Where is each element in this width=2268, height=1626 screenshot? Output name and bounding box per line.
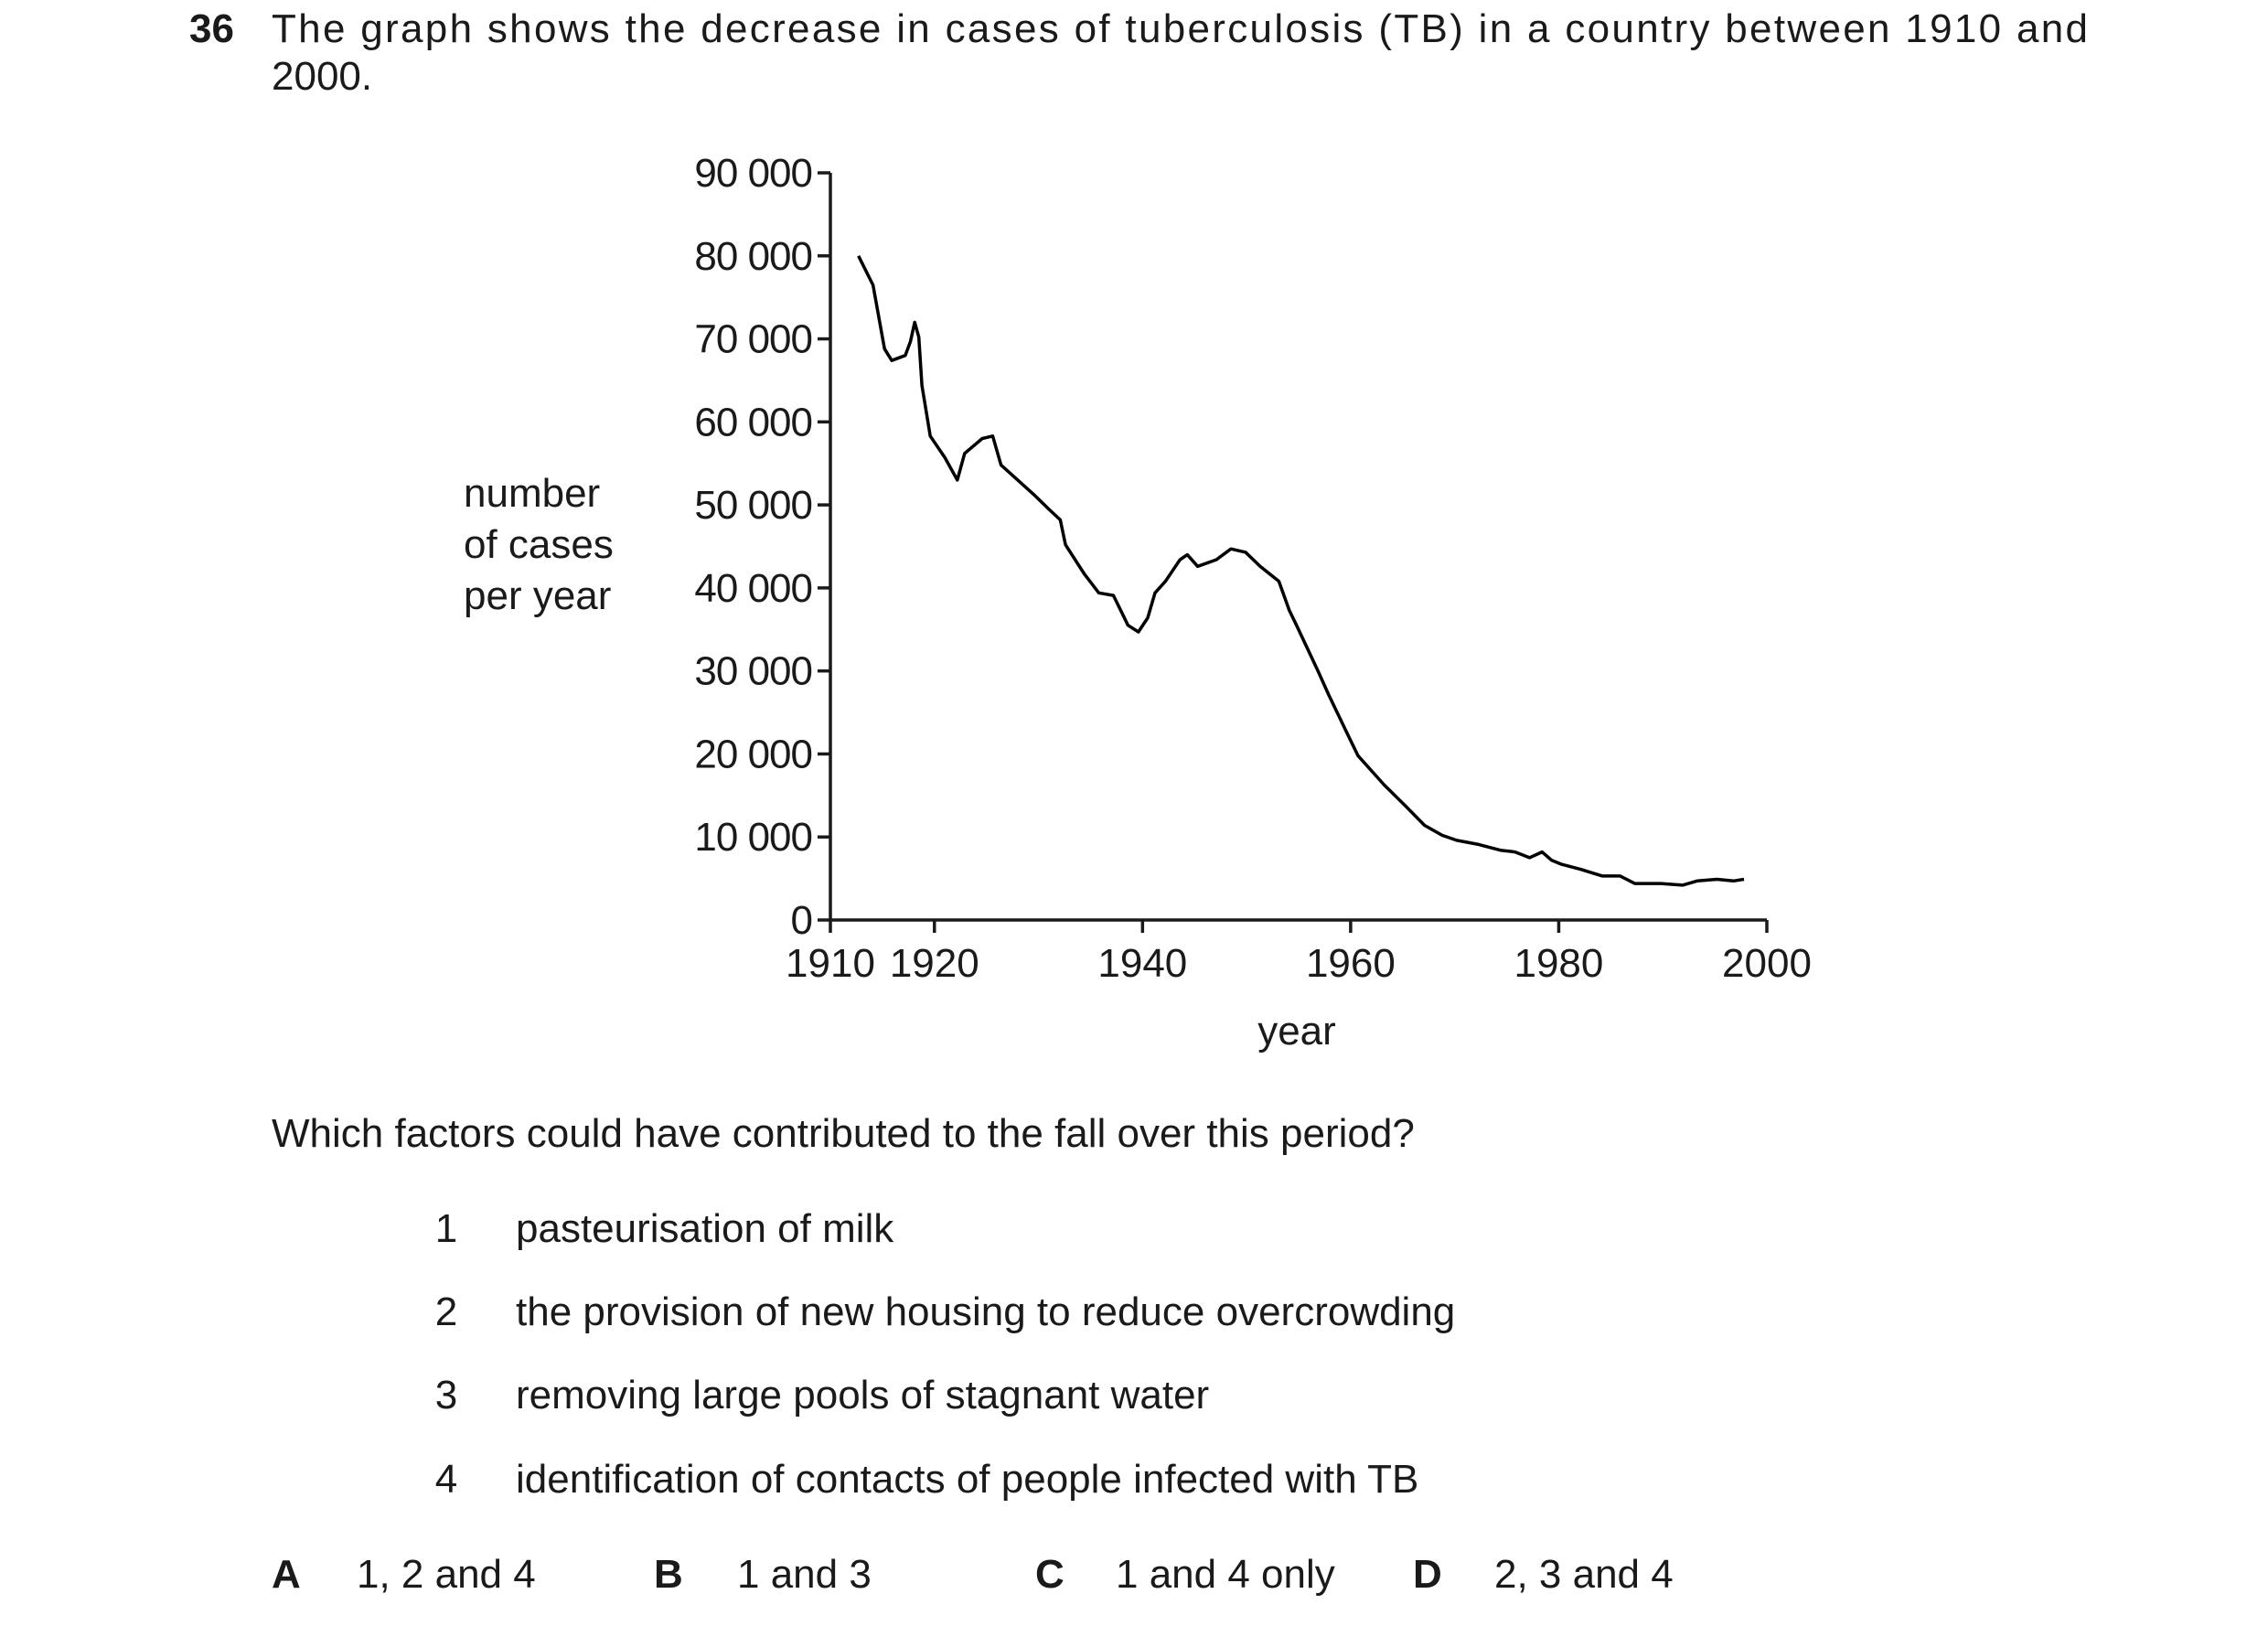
option-text: 1 and 4 only: [1116, 1552, 1335, 1597]
y-tick-label: 10 000: [694, 815, 812, 860]
option-letter: B: [654, 1552, 683, 1597]
y-tick-label: 30 000: [694, 649, 812, 694]
statement-number: 3: [435, 1373, 457, 1417]
y-tick-label: 50 000: [694, 483, 812, 528]
x-tick-label: 1910: [786, 941, 875, 986]
option-letter: C: [1035, 1552, 1064, 1597]
statement-number: 4: [435, 1457, 457, 1502]
option-text: 2, 3 and 4: [1494, 1552, 1674, 1597]
question-prompt: Which factors could have contributed to …: [272, 1111, 1415, 1156]
y-tick-label: 70 000: [694, 317, 812, 362]
statement-text: pasteurisation of milk: [516, 1206, 894, 1251]
y-tick-label: 90 000: [694, 151, 812, 196]
x-axis-title: year: [1257, 1009, 1336, 1054]
option-text: 1, 2 and 4: [357, 1552, 536, 1597]
option-text: 1 and 3: [737, 1552, 872, 1597]
y-tick-label: 60 000: [694, 400, 812, 444]
statement-text: identification of contacts of people inf…: [516, 1457, 1418, 1502]
x-tick-label: 2000: [1722, 941, 1812, 986]
x-tick-label: 1960: [1306, 941, 1396, 986]
y-tick-label: 20 000: [694, 732, 812, 776]
y-axis-title: per year: [464, 573, 611, 618]
option-letter: A: [272, 1552, 301, 1597]
y-tick-label: 0: [791, 898, 812, 943]
data-line: [857, 255, 1745, 887]
y-axis-title: of cases: [464, 522, 614, 567]
statement-number: 1: [435, 1206, 457, 1251]
y-tick-label: 80 000: [694, 234, 812, 279]
x-tick-label: 1940: [1097, 941, 1187, 986]
statement-number: 2: [435, 1289, 457, 1334]
y-tick-label: 40 000: [694, 566, 812, 611]
x-tick-label: 1980: [1514, 941, 1603, 986]
statement-text: the provision of new housing to reduce o…: [516, 1289, 1455, 1334]
y-axis-title: number: [464, 471, 600, 516]
question-text: 2000.: [272, 54, 372, 99]
x-tick-label: 1920: [890, 941, 979, 986]
question-text: The graph shows the decrease in cases of…: [272, 6, 2088, 51]
option-letter: D: [1413, 1552, 1442, 1597]
question-number: 36: [189, 6, 234, 51]
statement-text: removing large pools of stagnant water: [516, 1373, 1209, 1417]
